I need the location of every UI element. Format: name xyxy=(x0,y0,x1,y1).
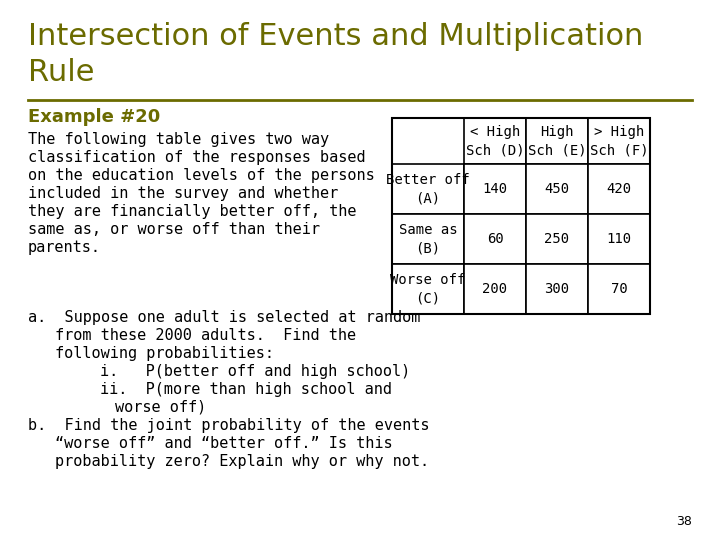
Text: 38: 38 xyxy=(676,515,692,528)
Bar xyxy=(464,118,526,164)
Text: 450: 450 xyxy=(544,182,570,196)
Bar xyxy=(526,164,588,214)
Text: same as, or worse off than their: same as, or worse off than their xyxy=(28,222,320,237)
Bar xyxy=(588,118,650,164)
Text: Example #20: Example #20 xyxy=(28,108,161,126)
Bar xyxy=(588,164,650,214)
Text: > High
Sch (F): > High Sch (F) xyxy=(590,125,648,157)
Text: 200: 200 xyxy=(482,282,508,296)
Text: classification of the responses based: classification of the responses based xyxy=(28,150,366,165)
Text: 300: 300 xyxy=(544,282,570,296)
Text: “worse off” and “better off.” Is this: “worse off” and “better off.” Is this xyxy=(55,436,392,451)
Bar xyxy=(526,118,588,164)
Bar xyxy=(464,214,526,264)
Text: a.  Suppose one adult is selected at random: a. Suppose one adult is selected at rand… xyxy=(28,310,420,325)
Text: 60: 60 xyxy=(487,232,503,246)
Text: worse off): worse off) xyxy=(115,400,206,415)
Bar xyxy=(392,118,650,314)
Bar xyxy=(392,214,464,264)
Text: on the education levels of the persons: on the education levels of the persons xyxy=(28,168,374,183)
Text: from these 2000 adults.  Find the: from these 2000 adults. Find the xyxy=(55,328,356,343)
Bar xyxy=(464,264,526,314)
Text: 250: 250 xyxy=(544,232,570,246)
Text: The following table gives two way: The following table gives two way xyxy=(28,132,329,147)
Text: 110: 110 xyxy=(606,232,631,246)
Bar xyxy=(392,164,464,214)
Bar xyxy=(588,214,650,264)
Bar xyxy=(526,214,588,264)
Text: parents.: parents. xyxy=(28,240,101,255)
Bar xyxy=(464,164,526,214)
Text: following probabilities:: following probabilities: xyxy=(55,346,274,361)
Text: Better off
(A): Better off (A) xyxy=(386,173,470,205)
Text: Same as
(B): Same as (B) xyxy=(399,223,457,255)
Text: < High
Sch (D): < High Sch (D) xyxy=(466,125,524,157)
Text: probability zero? Explain why or why not.: probability zero? Explain why or why not… xyxy=(55,454,429,469)
Text: they are financially better off, the: they are financially better off, the xyxy=(28,204,356,219)
Text: 420: 420 xyxy=(606,182,631,196)
Bar xyxy=(526,264,588,314)
Text: included in the survey and whether: included in the survey and whether xyxy=(28,186,338,201)
Text: i.   P(better off and high school): i. P(better off and high school) xyxy=(100,364,410,379)
Bar xyxy=(392,264,464,314)
Text: 70: 70 xyxy=(611,282,627,296)
Bar xyxy=(588,264,650,314)
Text: ii.  P(more than high school and: ii. P(more than high school and xyxy=(100,382,392,397)
Text: Rule: Rule xyxy=(28,58,94,87)
Text: 140: 140 xyxy=(482,182,508,196)
Text: b.  Find the joint probability of the events: b. Find the joint probability of the eve… xyxy=(28,418,430,433)
Text: Worse off
(C): Worse off (C) xyxy=(390,273,466,305)
Text: High
Sch (E): High Sch (E) xyxy=(528,125,586,157)
Text: Intersection of Events and Multiplication: Intersection of Events and Multiplicatio… xyxy=(28,22,644,51)
